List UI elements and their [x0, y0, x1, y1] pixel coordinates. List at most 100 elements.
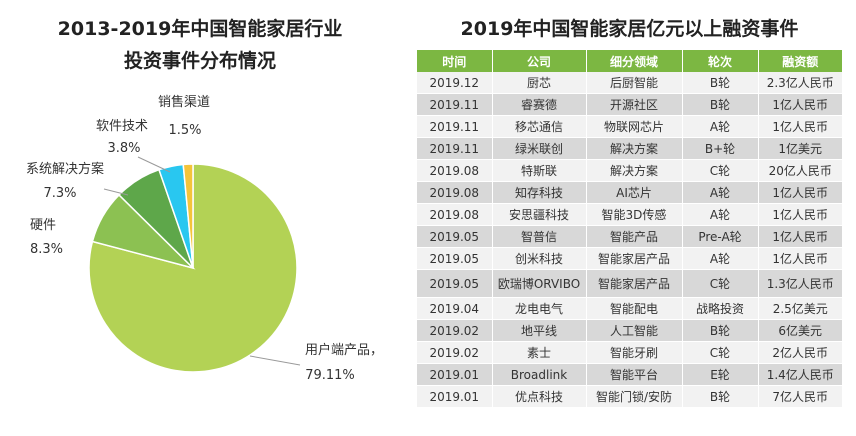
- pie-leader-line: [137, 156, 171, 173]
- table-row: 2019.02 地平线 人工智能 B轮 6亿美元: [417, 319, 842, 342]
- table-cell: B轮: [682, 319, 759, 342]
- table-cell: 2019.08: [417, 203, 493, 226]
- table-cell: 1亿人民币: [758, 115, 842, 138]
- table-cell: 2亿人民币: [758, 341, 842, 364]
- pie-chart-panel: 2013-2019年中国智能家居行业 投资事件分布情况 用户端产品， 79.11%…: [0, 0, 400, 436]
- table-header-cell: 公司: [492, 50, 587, 72]
- pie-slice-value: 8.3%: [30, 242, 63, 257]
- table-cell: 优点科技: [492, 385, 587, 408]
- table-cell: A轮: [682, 181, 759, 204]
- table-cell: 1亿人民币: [758, 181, 842, 204]
- table-cell: 2019.11: [417, 137, 493, 160]
- table-cell: 智能家居产品: [586, 269, 683, 298]
- table-cell: 2019.01: [417, 363, 493, 386]
- table-cell: 2019.05: [417, 225, 493, 248]
- table-row: 2019.11 绿米联创 解决方案 B+轮 1亿美元: [417, 137, 842, 160]
- table-row: 2019.01 Broadlink 智能平台 E轮 1.4亿人民币: [417, 363, 842, 386]
- pie-leader-line: [103, 188, 129, 196]
- table-cell: 2019.08: [417, 181, 493, 204]
- table-cell: 智能牙刷: [586, 341, 683, 364]
- table-cell: 6亿美元: [758, 319, 842, 342]
- pie-slice-value: 79.11%: [305, 368, 355, 383]
- pie-slice: [182, 163, 194, 269]
- table-cell: 2019.05: [417, 247, 493, 270]
- pie-slice-label: 硬件: [30, 218, 56, 233]
- table-cell: 龙电电气: [492, 297, 587, 320]
- table-cell: 2019.12: [417, 72, 493, 94]
- table-row: 2019.05 创米科技 智能家居产品 A轮 1亿人民币: [417, 247, 842, 270]
- table-cell: 2019.02: [417, 341, 493, 364]
- table-cell: 1.4亿人民币: [758, 363, 842, 386]
- table-cell: C轮: [682, 269, 759, 298]
- table-cell: 睿赛德: [492, 93, 587, 116]
- table-cell: B+轮: [682, 137, 759, 160]
- table-row: 2019.12 厨芯 后厨智能 B轮 2.3亿人民币: [417, 72, 842, 94]
- table-cell: AI芯片: [586, 181, 683, 204]
- financing-table-panel: 2019年中国智能家居亿元以上融资事件 时间 公司 细分领域 轮次 融资额 2019.1…: [417, 0, 856, 436]
- table-cell: 智能产品: [586, 225, 683, 248]
- table-cell: 1亿人民币: [758, 203, 842, 226]
- table-cell: 2019.01: [417, 385, 493, 408]
- table-header-cell: 轮次: [682, 50, 759, 72]
- table-cell: E轮: [682, 363, 759, 386]
- table-cell: 2019.11: [417, 93, 493, 116]
- table-cell: 战略投资: [682, 297, 759, 320]
- table-cell: B轮: [682, 385, 759, 408]
- pie-leader-line: [249, 355, 301, 366]
- table-cell: 2019.05: [417, 269, 493, 298]
- table-cell: 开源社区: [586, 93, 683, 116]
- table-cell: Pre-A轮: [682, 225, 759, 248]
- table-cell: 智能3D传感: [586, 203, 683, 226]
- pie-chart: 用户端产品， 79.11% 硬件 8.3% 系统解决方案 7.3% 软件技术 3.8% 销售渠道…: [26, 94, 383, 383]
- table-cell: A轮: [682, 247, 759, 270]
- table-row: 2019.08 安思疆科技 智能3D传感 A轮 1亿人民币: [417, 203, 842, 226]
- pie-slice: [88, 163, 298, 373]
- table-cell: 智普信: [492, 225, 587, 248]
- table-cell: 解决方案: [586, 159, 683, 182]
- table-cell: 安思疆科技: [492, 203, 587, 226]
- table-header-cell: 融资额: [758, 50, 842, 72]
- table-header-row: 时间 公司 细分领域 轮次 融资额: [417, 50, 842, 72]
- table-cell: 移芯通信: [492, 115, 587, 138]
- table-row: 2019.02 素士 智能牙刷 C轮 2亿人民币: [417, 341, 842, 364]
- table-cell: C轮: [682, 159, 759, 182]
- table-header-cell: 细分领域: [586, 50, 683, 72]
- table-cell: B轮: [682, 72, 759, 94]
- table-cell: 20亿人民币: [758, 159, 842, 182]
- table-cell: 欧瑞博ORVIBO: [492, 269, 587, 298]
- table-row: 2019.11 移芯通信 物联网芯片 A轮 1亿人民币: [417, 115, 842, 138]
- table-title: 2019年中国智能家居亿元以上融资事件: [460, 18, 799, 40]
- table-cell: 2019.02: [417, 319, 493, 342]
- table-row: 2019.04 龙电电气 智能配电 战略投资 2.5亿美元: [417, 297, 842, 320]
- table-cell: 厨芯: [492, 72, 587, 94]
- table-cell: 解决方案: [586, 137, 683, 160]
- table-cell: 物联网芯片: [586, 115, 683, 138]
- pie-slice-value: 1.5%: [168, 123, 201, 138]
- table-cell: 知存科技: [492, 181, 587, 204]
- table-cell: 1亿人民币: [758, 247, 842, 270]
- table-cell: 2019.08: [417, 159, 493, 182]
- table-body: 2019.12 厨芯 后厨智能 B轮 2.3亿人民币 2019.11 睿赛德 开源社区 B轮 1亿…: [417, 72, 842, 408]
- table-cell: 2019.04: [417, 297, 493, 320]
- table-cell: 特斯联: [492, 159, 587, 182]
- table-cell: 智能门锁/安防: [586, 385, 683, 408]
- table-cell: 2.5亿美元: [758, 297, 842, 320]
- table-header-cell: 时间: [417, 50, 493, 72]
- table-row: 2019.01 优点科技 智能门锁/安防 B轮 7亿人民币: [417, 385, 842, 408]
- table-cell: 创米科技: [492, 247, 587, 270]
- pie-slice-label: 用户端产品，: [305, 342, 383, 358]
- pie-slice-label: 销售渠道: [158, 94, 210, 110]
- table-cell: 7亿人民币: [758, 385, 842, 408]
- table-cell: 2019.11: [417, 115, 493, 138]
- table-cell: 后厨智能: [586, 72, 683, 94]
- pie-slice-value: 7.3%: [43, 186, 76, 201]
- pie-chart-title-line-2: 投资事件分布情况: [123, 50, 276, 72]
- financing-events-table: 时间 公司 细分领域 轮次 融资额 2019.12 厨芯 后厨智能 B轮 2.3亿人民币 2019…: [417, 50, 842, 408]
- table-cell: 1亿人民币: [758, 93, 842, 116]
- pie-chart-title-line-1: 2013-2019年中国智能家居行业: [57, 18, 343, 40]
- pie-slice-label: 系统解决方案: [26, 161, 104, 177]
- table-cell: 1亿人民币: [758, 225, 842, 248]
- table-row: 2019.08 特斯联 解决方案 C轮 20亿人民币: [417, 159, 842, 182]
- table-cell: B轮: [682, 93, 759, 116]
- table-row: 2019.08 知存科技 AI芯片 A轮 1亿人民币: [417, 181, 842, 204]
